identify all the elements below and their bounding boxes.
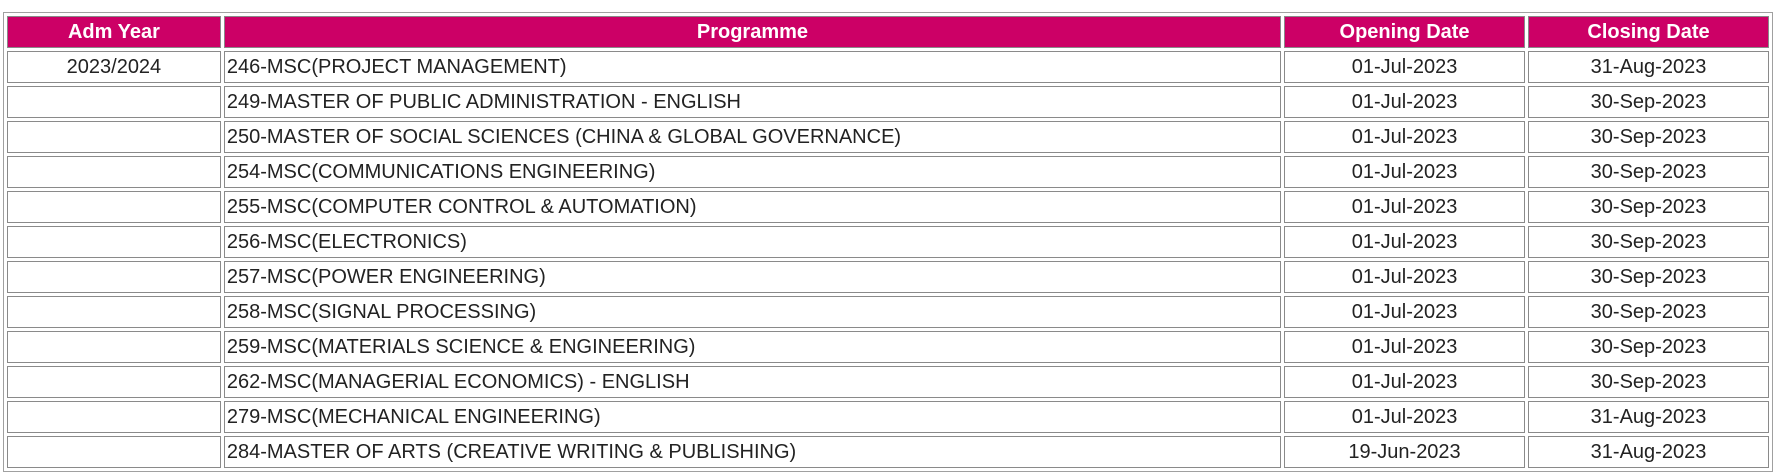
- cell-closing-date: 30-Sep-2023: [1528, 296, 1769, 328]
- cell-closing-date: 31-Aug-2023: [1528, 436, 1769, 468]
- table-row: 262-MSC(MANAGERIAL ECONOMICS) - ENGLISH 0…: [7, 366, 1769, 398]
- table-row: 2023/2024 246-MSC(PROJECT MANAGEMENT) 01-J…: [7, 51, 1769, 83]
- cell-adm-year: [7, 191, 221, 223]
- cell-adm-year: [7, 121, 221, 153]
- cell-opening-date: 01-Jul-2023: [1284, 366, 1526, 398]
- cell-closing-date: 30-Sep-2023: [1528, 366, 1769, 398]
- cell-programme: 258-MSC(SIGNAL PROCESSING): [223, 296, 1282, 328]
- cell-adm-year: [7, 436, 221, 468]
- cell-opening-date: 01-Jul-2023: [1284, 191, 1526, 223]
- cell-closing-date: 30-Sep-2023: [1528, 156, 1769, 188]
- cell-programme: 249-MASTER OF PUBLIC ADMINISTRATION - EN…: [223, 86, 1282, 118]
- cell-adm-year: [7, 261, 221, 293]
- cell-opening-date: 01-Jul-2023: [1284, 156, 1526, 188]
- cell-programme: 257-MSC(POWER ENGINEERING): [223, 261, 1282, 293]
- cell-opening-date: 01-Jul-2023: [1284, 261, 1526, 293]
- cell-closing-date: 30-Sep-2023: [1528, 121, 1769, 153]
- table-body: 2023/2024 246-MSC(PROJECT MANAGEMENT) 01-J…: [7, 51, 1769, 468]
- table-row: 249-MASTER OF PUBLIC ADMINISTRATION - EN…: [7, 86, 1769, 118]
- cell-programme: 256-MSC(ELECTRONICS): [223, 226, 1282, 258]
- table-row: 279-MSC(MECHANICAL ENGINEERING) 01-Jul-20…: [7, 401, 1769, 433]
- cell-programme: 259-MSC(MATERIALS SCIENCE & ENGINEERING): [223, 331, 1282, 363]
- table-row: 250-MASTER OF SOCIAL SCIENCES (CHINA & G…: [7, 121, 1769, 153]
- cell-opening-date: 01-Jul-2023: [1284, 86, 1526, 118]
- header-opening-date: Opening Date: [1284, 16, 1526, 48]
- cell-opening-date: 01-Jul-2023: [1284, 51, 1526, 83]
- cell-adm-year: [7, 226, 221, 258]
- cell-programme: 262-MSC(MANAGERIAL ECONOMICS) - ENGLISH: [223, 366, 1282, 398]
- cell-programme: 284-MASTER OF ARTS (CREATIVE WRITING & P…: [223, 436, 1282, 468]
- cell-adm-year: [7, 331, 221, 363]
- programme-dates-table: Adm Year Programme Opening Date Closing …: [3, 12, 1773, 472]
- cell-adm-year: [7, 296, 221, 328]
- cell-closing-date: 30-Sep-2023: [1528, 261, 1769, 293]
- cell-programme: 250-MASTER OF SOCIAL SCIENCES (CHINA & G…: [223, 121, 1282, 153]
- header-adm-year: Adm Year: [7, 16, 221, 48]
- cell-opening-date: 01-Jul-2023: [1284, 331, 1526, 363]
- cell-adm-year: [7, 401, 221, 433]
- cell-programme: 279-MSC(MECHANICAL ENGINEERING): [223, 401, 1282, 433]
- admission-schedule: Adm Year Programme Opening Date Closing …: [3, 12, 1773, 472]
- cell-opening-date: 19-Jun-2023: [1284, 436, 1526, 468]
- cell-opening-date: 01-Jul-2023: [1284, 121, 1526, 153]
- table-row: 257-MSC(POWER ENGINEERING) 01-Jul-2023 30-…: [7, 261, 1769, 293]
- header-closing-date: Closing Date: [1528, 16, 1769, 48]
- table-row: 258-MSC(SIGNAL PROCESSING) 01-Jul-2023 30-…: [7, 296, 1769, 328]
- cell-adm-year: 2023/2024: [7, 51, 221, 83]
- table-row: 255-MSC(COMPUTER CONTROL & AUTOMATION) 01…: [7, 191, 1769, 223]
- table-row: 256-MSC(ELECTRONICS) 01-Jul-2023 30-Sep-20…: [7, 226, 1769, 258]
- cell-programme: 246-MSC(PROJECT MANAGEMENT): [223, 51, 1282, 83]
- cell-closing-date: 30-Sep-2023: [1528, 226, 1769, 258]
- header-programme: Programme: [223, 16, 1282, 48]
- cell-closing-date: 30-Sep-2023: [1528, 191, 1769, 223]
- cell-programme: 254-MSC(COMMUNICATIONS ENGINEERING): [223, 156, 1282, 188]
- cell-opening-date: 01-Jul-2023: [1284, 226, 1526, 258]
- cell-closing-date: 31-Aug-2023: [1528, 51, 1769, 83]
- cell-closing-date: 31-Aug-2023: [1528, 401, 1769, 433]
- cell-closing-date: 30-Sep-2023: [1528, 331, 1769, 363]
- table-header-row: Adm Year Programme Opening Date Closing …: [7, 16, 1769, 48]
- cell-opening-date: 01-Jul-2023: [1284, 296, 1526, 328]
- cell-adm-year: [7, 156, 221, 188]
- table-row: 284-MASTER OF ARTS (CREATIVE WRITING & P…: [7, 436, 1769, 468]
- cell-adm-year: [7, 86, 221, 118]
- table-row: 254-MSC(COMMUNICATIONS ENGINEERING) 01-Ju…: [7, 156, 1769, 188]
- cell-adm-year: [7, 366, 221, 398]
- table-row: 259-MSC(MATERIALS SCIENCE & ENGINEERING)…: [7, 331, 1769, 363]
- cell-opening-date: 01-Jul-2023: [1284, 401, 1526, 433]
- cell-programme: 255-MSC(COMPUTER CONTROL & AUTOMATION): [223, 191, 1282, 223]
- cell-closing-date: 30-Sep-2023: [1528, 86, 1769, 118]
